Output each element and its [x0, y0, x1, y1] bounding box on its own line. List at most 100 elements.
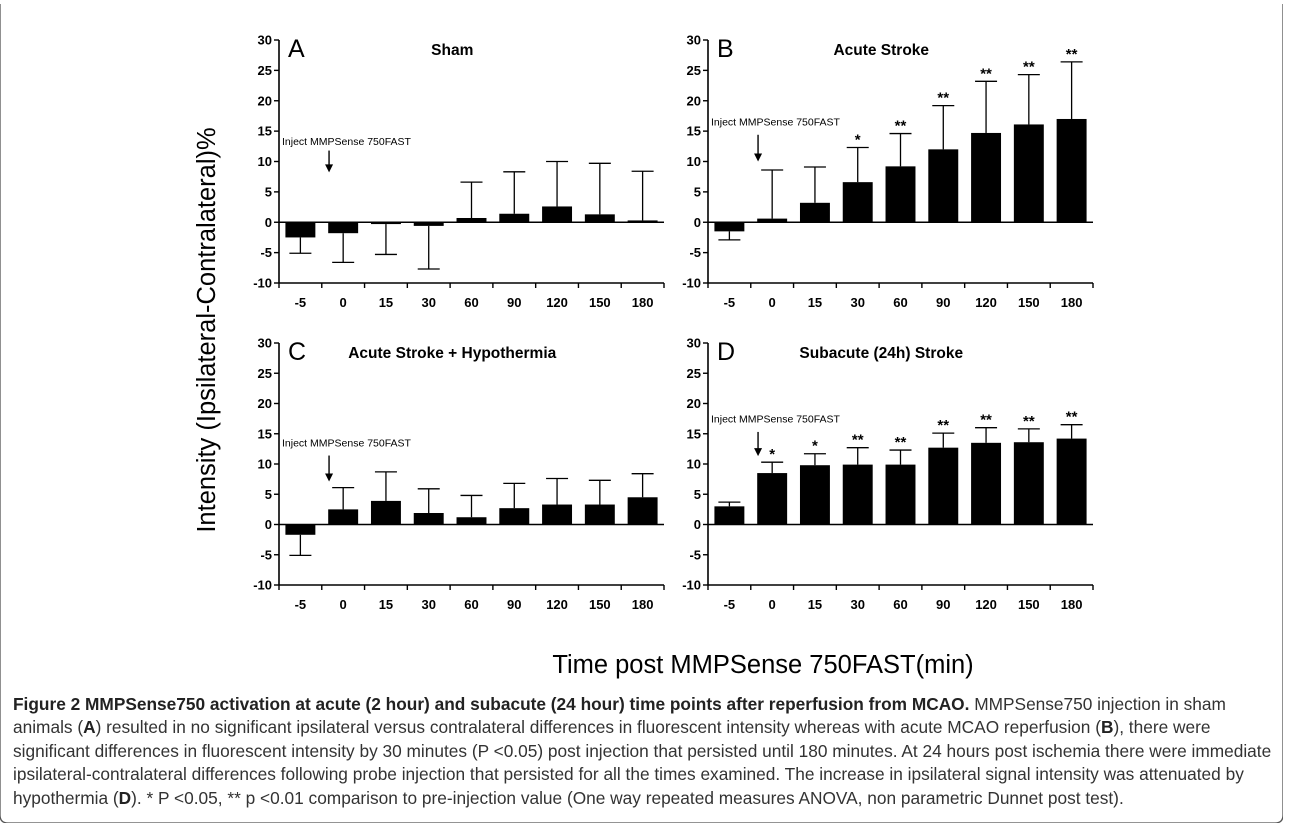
bar [971, 132, 1002, 223]
y-tick-label: 30 [687, 336, 701, 351]
bar [328, 509, 359, 525]
panel-letter: C [288, 338, 306, 366]
y-tick-label: 5 [694, 184, 701, 199]
arrow-head-icon [325, 473, 334, 482]
y-tick-label: 30 [687, 33, 701, 48]
bar [757, 218, 788, 223]
y-tick-label: 5 [265, 184, 272, 199]
x-tick-label: 180 [1061, 295, 1083, 310]
y-tick-label: 20 [258, 93, 272, 108]
caption-title: MMPSense750 activation at acute (2 hour)… [85, 694, 970, 714]
x-tick-label: 15 [379, 295, 393, 310]
caption-text: ) resulted in no significant ipsilateral… [95, 717, 1101, 738]
bar [714, 506, 745, 525]
x-tick-label: 150 [589, 597, 611, 612]
x-tick-label: 120 [975, 597, 997, 612]
x-tick-label: -5 [295, 295, 307, 310]
y-tick-label: 20 [687, 93, 701, 108]
y-tick-label: 25 [258, 63, 272, 78]
x-tick-label: 180 [1061, 597, 1083, 612]
bar [971, 442, 1002, 525]
y-tick-label: 10 [258, 154, 272, 169]
x-tick-label: 30 [421, 295, 435, 310]
panel-letter: B [717, 35, 734, 63]
arrow-head-icon [754, 448, 763, 457]
y-tick-label: 25 [258, 366, 272, 381]
x-tick-label: -5 [295, 597, 307, 612]
y-tick-label: -5 [689, 245, 701, 260]
inject-annotation: Inject MMPSense 750FAST [282, 136, 412, 148]
panel-c: 30 25 20 15 10 5 0 -5 -10 -5 0 15 30 60 90 120 150 180 C Ac… [253, 336, 665, 612]
significance-marker: ** [895, 118, 907, 135]
bar [499, 213, 530, 223]
y-tick-label: 15 [258, 426, 272, 441]
figure: Intensity (Ipsilateral-Contralateral)% T… [193, 33, 1094, 679]
panel-title: Sham [431, 42, 473, 59]
y-axis-label: Intensity (Ipsilateral-Contralateral)% [193, 127, 221, 532]
bar [584, 504, 615, 525]
x-tick-label: 150 [589, 295, 611, 310]
y-tick-label: 20 [687, 396, 701, 411]
x-tick-label: 30 [421, 597, 435, 612]
panel-letter: A [288, 35, 305, 63]
y-tick-label: -5 [689, 547, 701, 562]
x-tick-label: 60 [464, 295, 478, 310]
x-tick-label: 15 [808, 295, 822, 310]
caption-panel-ref: A [83, 717, 96, 738]
y-tick-label: 0 [694, 215, 701, 230]
inject-annotation: Inject MMPSense 750FAST [711, 413, 841, 425]
bar [885, 166, 916, 223]
x-tick-label: 120 [546, 597, 568, 612]
panel-title: Acute Stroke + Hypothermia [348, 345, 556, 362]
y-tick-label: 0 [265, 215, 272, 230]
y-tick-label: 20 [258, 396, 272, 411]
significance-marker: ** [1023, 413, 1035, 430]
figure-caption: Figure 2 MMPSense750 activation at acute… [13, 693, 1275, 810]
bar [928, 447, 959, 525]
y-tick-label: 5 [265, 487, 272, 502]
bar [928, 149, 959, 223]
y-tick-label: 5 [694, 487, 701, 502]
panel-letter: D [717, 338, 735, 366]
x-tick-label: -5 [724, 295, 736, 310]
y-tick-label: 10 [687, 154, 701, 169]
y-tick-label: 15 [687, 426, 701, 441]
bar [370, 222, 401, 225]
arrow-head-icon [325, 164, 334, 173]
significance-marker: ** [980, 412, 992, 429]
bar [413, 222, 444, 226]
bar [799, 202, 830, 223]
significance-marker: * [812, 438, 818, 455]
y-tick-label: 15 [258, 124, 272, 139]
bar [456, 517, 487, 525]
bar [328, 222, 359, 234]
y-tick-label: 25 [687, 366, 701, 381]
x-tick-label: 60 [893, 597, 907, 612]
bar [1056, 438, 1087, 525]
bar [584, 214, 615, 223]
x-tick-label: 120 [546, 295, 568, 310]
bar [542, 504, 573, 525]
panel-title: Acute Stroke [833, 42, 929, 59]
x-tick-label: -5 [724, 597, 736, 612]
x-tick-label: 90 [936, 295, 950, 310]
y-tick-label: 25 [687, 63, 701, 78]
panel-title: Subacute (24h) Stroke [799, 345, 963, 362]
x-tick-label: 90 [936, 597, 950, 612]
x-tick-label: 60 [464, 597, 478, 612]
x-axis-label: Time post MMPSense 750FAST(min) [552, 651, 973, 679]
bar [1056, 118, 1087, 223]
bar [1013, 124, 1044, 223]
bar [842, 464, 873, 525]
y-tick-label: -10 [682, 578, 701, 593]
panel-a: 30 25 20 15 10 5 0 -5 -10 -5 0 15 30 60 90 120 150 180 A Sh… [253, 33, 665, 310]
bar [542, 206, 573, 223]
caption-text: MMPSense750 injection in sham animals ( [13, 694, 1226, 738]
bar [885, 464, 916, 525]
x-tick-label: 120 [975, 295, 997, 310]
bar [285, 524, 316, 535]
significance-marker: ** [937, 90, 949, 107]
